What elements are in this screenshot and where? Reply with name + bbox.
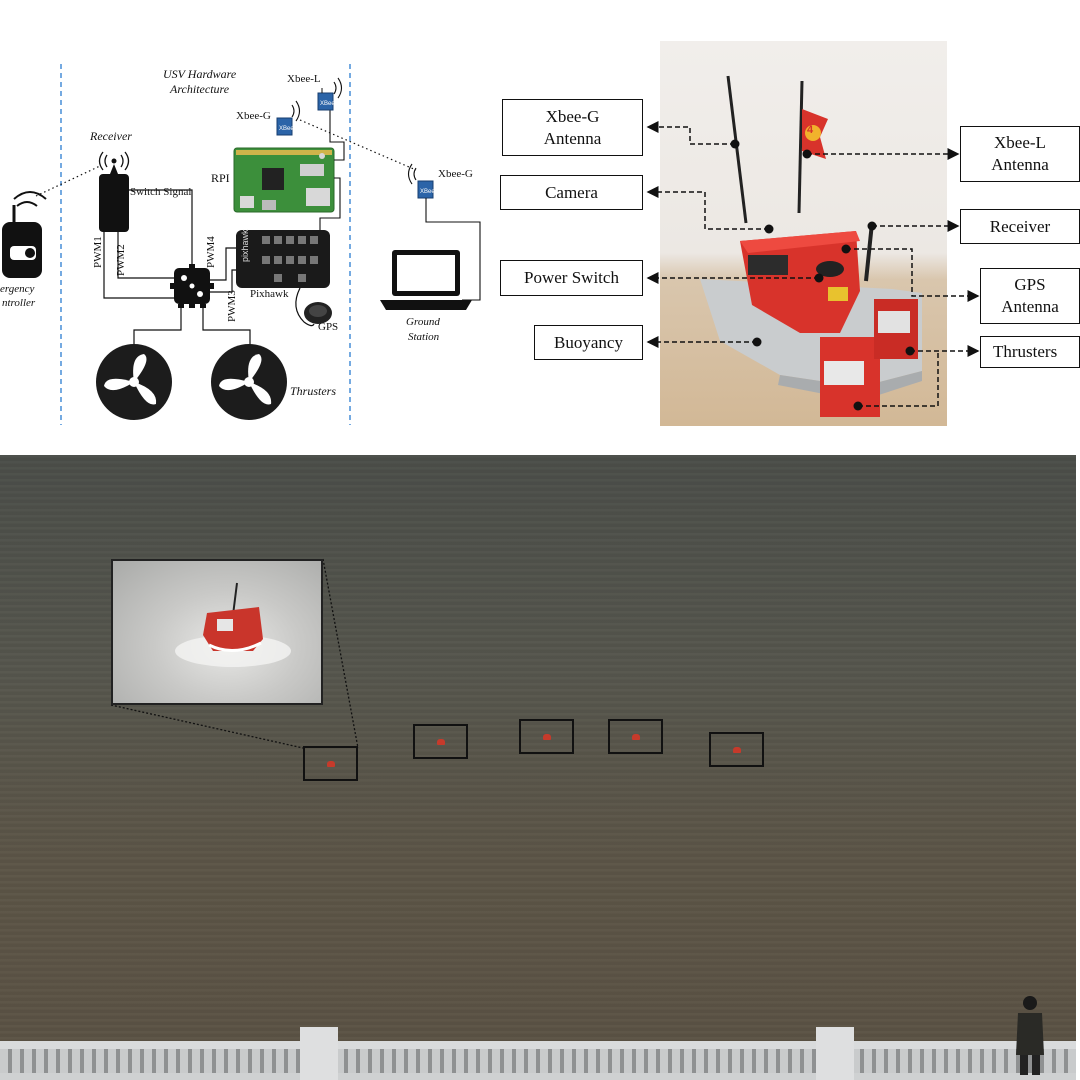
xbee-g-onboard-label: Xbee-G: [236, 110, 271, 122]
boat-zoom-inset: [111, 559, 323, 705]
rpi-label: RPI: [211, 171, 230, 185]
pixhawk-icon: [236, 230, 330, 288]
xbee-l-module-icon: [317, 77, 343, 111]
callout-xbee-g-antenna-line2: Antenna: [543, 128, 602, 148]
callout-buoyancy: Buoyancy: [534, 325, 643, 360]
thruster-right-icon: [211, 344, 287, 420]
flag-number: 4: [807, 124, 814, 136]
switch-signal-label: Switch Signal: [130, 186, 192, 198]
emergency-controller-label-line1: ergency: [0, 283, 35, 295]
callout-gps-antenna-line1: GPS: [1014, 275, 1046, 294]
thruster-left-icon: [96, 344, 172, 420]
pwm2-label: PWM2: [115, 244, 127, 276]
architecture-title-line2: Architecture: [170, 82, 230, 96]
receiver-icon: [98, 151, 130, 232]
pixhawk-brand-text: pixhawk: [240, 229, 250, 262]
pwm3-label: PWM3: [226, 290, 238, 322]
callout-receiver-text: Receiver: [989, 216, 1051, 236]
callout-camera-text: Camera: [545, 182, 598, 202]
boat-marker-5: [709, 732, 764, 767]
person-figure: [1016, 996, 1044, 1075]
architecture-title-line1: USV Hardware: [163, 67, 237, 81]
emergency-controller-icon: [2, 191, 47, 278]
pwm4-label: PWM4: [205, 236, 217, 268]
railing: [0, 1027, 1076, 1080]
callout-gps-antenna-line2: Antenna: [1001, 297, 1059, 316]
switch-icon: [170, 264, 214, 308]
ground-station-label-line1: Ground: [406, 316, 440, 328]
callout-camera: Camera: [500, 175, 643, 210]
boat-marker-4: [608, 719, 663, 754]
callout-buoyancy-text: Buoyancy: [554, 332, 623, 352]
emergency-controller-label-line2: ntroller: [2, 297, 36, 309]
receiver-label: Receiver: [90, 129, 132, 143]
xbee-l-label: Xbee-L: [287, 73, 321, 85]
thrusters-label: Thrusters: [290, 384, 337, 398]
callout-xbee-g-antenna-line1: Xbee-G: [545, 106, 600, 126]
pixhawk-label: Pixhawk: [250, 288, 289, 300]
gps-module-icon: [304, 302, 332, 324]
usv-photo: 4: [660, 41, 947, 426]
callout-receiver: Receiver: [960, 209, 1080, 244]
xbee-l-chip-text: XBee: [320, 101, 335, 107]
callout-power-switch: Power Switch: [500, 260, 643, 296]
zoom-leader-lines: [110, 558, 359, 749]
lake-field-photo: [0, 455, 1076, 1080]
callout-xbee-l-antenna-line2: Antenna: [991, 155, 1049, 174]
boat-marker-1: [303, 746, 358, 781]
gps-label: GPS: [318, 321, 339, 333]
xbee-g-station-label: Xbee-G: [438, 168, 473, 180]
callout-thrusters-text: Thrusters: [993, 342, 1058, 361]
xbee-g-station-chip-text: XBee: [420, 189, 435, 195]
callout-xbee-l-antenna-line1: Xbee-L: [994, 133, 1046, 152]
boat-marker-2: [413, 724, 468, 759]
boat-marker-3: [519, 719, 574, 754]
callout-gps-antenna: GPS Antenna: [980, 268, 1080, 324]
rpi-board-icon: [233, 147, 335, 213]
hardware-architecture-diagram: USV Hardware Architecture Receiver Xbee-…: [0, 0, 500, 440]
xbee-g-chip-text: XBee: [279, 126, 294, 132]
xbee-g-module-icon: [276, 100, 301, 136]
xbee-g-station-icon: [407, 163, 434, 199]
ground-station-label-line2: Station: [408, 331, 440, 343]
callout-xbee-l-antenna: Xbee-L Antenna: [960, 126, 1080, 182]
laptop-icon: [380, 250, 472, 310]
pwm1-label: PWM1: [92, 236, 104, 268]
callout-xbee-g-antenna: Xbee-G Antenna: [502, 99, 643, 156]
callout-thrusters: Thrusters: [980, 336, 1080, 368]
callout-power-switch-text: Power Switch: [524, 268, 619, 287]
